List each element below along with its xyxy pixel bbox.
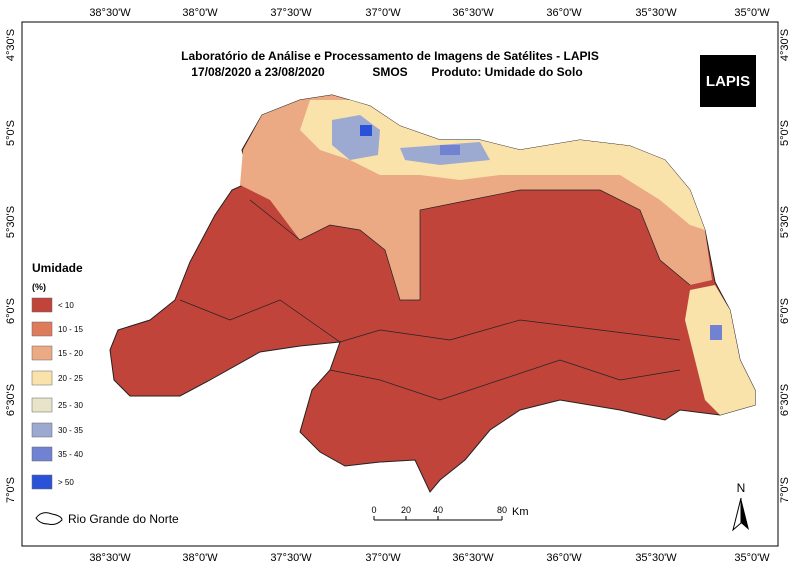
legend-label: 20 - 25	[58, 374, 83, 383]
legend-swatch	[31, 397, 53, 413]
moisture-zone	[360, 125, 372, 136]
longitude-label-top: 35°0'W	[734, 7, 770, 19]
north-arrow: N	[732, 481, 749, 532]
longitude-label-bottom: 38°30'W	[89, 552, 131, 564]
scale-tick-label: 20	[401, 505, 411, 515]
logo-text: LAPIS	[706, 73, 750, 90]
latitude-label-right: 6°0'S	[779, 298, 791, 324]
legend-label: 15 - 20	[58, 349, 83, 358]
graticule-labels: 38°30'W 38°30'W 38°0'W 38°0'W 37°30'W 37°30'W…	[5, 7, 791, 564]
longitude-label-top: 36°0'W	[546, 7, 582, 19]
latitude-label-left: 6°0'S	[5, 298, 17, 324]
scale-tick-label: 80	[497, 505, 507, 515]
latitude-label-right: 4°30'S	[779, 29, 791, 61]
moisture-zone	[710, 325, 722, 340]
boundary-label: Rio Grande do Norte	[68, 512, 179, 526]
moisture-zone	[300, 100, 705, 230]
municipal-boundaries	[329, 359, 681, 401]
product: Produto: Umidade do Solo	[431, 65, 582, 79]
longitude-label-top: 37°30'W	[270, 7, 312, 19]
scale-unit: Km	[512, 506, 529, 518]
longitude-label-top: 36°30'W	[452, 7, 494, 19]
latitude-label-right: 5°30'S	[779, 206, 791, 238]
legend-swatch	[31, 446, 53, 462]
legend-swatch	[31, 422, 53, 438]
state-map	[109, 94, 756, 493]
legend-swatch	[31, 345, 53, 361]
scale-tick-label: 0	[371, 505, 376, 515]
scale-bar: 0 20 40 80 Km	[371, 505, 529, 521]
legend-title: Umidade	[32, 261, 83, 275]
longitude-label-top: 37°0'W	[365, 7, 401, 19]
longitude-label-top: 35°30'W	[635, 7, 677, 19]
legend-label: 30 - 35	[58, 426, 83, 435]
longitude-label-bottom: 36°30'W	[452, 552, 494, 564]
latitude-label-left: 7°0'S	[5, 477, 17, 503]
legend-swatch	[31, 297, 53, 313]
longitude-label-bottom: 36°0'W	[546, 552, 582, 564]
latitude-label-left: 5°30'S	[5, 206, 17, 238]
latitude-label-left: 6°30'S	[5, 384, 17, 416]
latitude-label-left: 5°0'S	[5, 120, 17, 146]
longitude-label-bottom: 37°30'W	[270, 552, 312, 564]
latitude-label-right: 7°0'S	[779, 477, 791, 503]
legend-label: 10 - 15	[58, 325, 83, 334]
latitude-label-right: 6°30'S	[779, 384, 791, 416]
legend-label: 25 - 30	[58, 401, 83, 410]
sensor: SMOS	[372, 65, 407, 79]
legend-swatch	[31, 474, 53, 490]
logo-box: LAPIS	[700, 55, 756, 107]
municipal-boundaries	[249, 189, 691, 301]
latitude-label-right: 5°0'S	[779, 120, 791, 146]
legend-label: < 10	[58, 301, 74, 310]
north-arrow-right	[741, 498, 749, 530]
longitude-label-bottom: 38°0'W	[182, 552, 218, 564]
longitude-label-top: 38°30'W	[89, 7, 131, 19]
latitude-label-left: 4°30'S	[5, 29, 17, 61]
legend-unit: (%)	[32, 282, 46, 292]
title: Laboratório de Análise e Processamento d…	[181, 49, 599, 63]
boundary-legend: Rio Grande do Norte	[35, 512, 179, 526]
north-label: N	[737, 481, 746, 495]
legend-swatch	[31, 370, 53, 386]
longitude-label-bottom: 35°30'W	[635, 552, 677, 564]
moisture-zone	[685, 285, 755, 415]
legend: < 10 10 - 15 15 - 20 20 - 25 25 - 30 30 - 35 3…	[31, 297, 83, 490]
logo-background	[700, 55, 756, 107]
legend-swatch	[31, 321, 53, 337]
municipal-boundaries	[179, 299, 681, 343]
legend-label: 35 - 40	[58, 450, 83, 459]
longitude-label-top: 38°0'W	[182, 7, 218, 19]
longitude-label-bottom: 35°0'W	[734, 552, 770, 564]
dates: 17/08/2020 a 23/08/2020	[191, 65, 325, 79]
longitude-label-bottom: 37°0'W	[365, 552, 401, 564]
boundary-symbol	[35, 512, 63, 525]
legend-label: > 50	[58, 478, 74, 487]
scale-tick-label: 40	[433, 505, 443, 515]
moisture-zone	[440, 145, 460, 155]
